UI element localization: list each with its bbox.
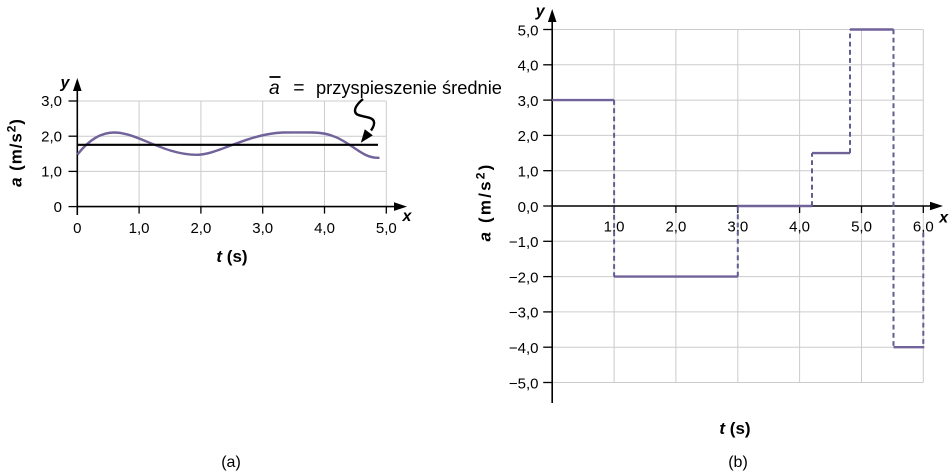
svg-text:−2,0: −2,0	[509, 269, 539, 286]
svg-text:4,0: 4,0	[314, 220, 335, 237]
svg-text:6,0: 6,0	[913, 218, 934, 235]
svg-text:(b): (b)	[728, 454, 748, 471]
svg-text:1,0: 1,0	[518, 164, 539, 181]
svg-text:t (s): t (s)	[216, 247, 247, 266]
svg-text:−3,0: −3,0	[509, 305, 539, 322]
svg-text:−5,0: −5,0	[509, 375, 539, 392]
svg-text:2,0: 2,0	[41, 128, 62, 145]
svg-text:0,0: 0,0	[518, 199, 539, 216]
svg-text:(a): (a)	[221, 454, 241, 471]
svg-text:y: y	[60, 75, 71, 92]
svg-text:1,0: 1,0	[41, 164, 62, 181]
svg-text:a=przyspieszenie średnie: a = przyspieszenie średnie	[269, 77, 502, 99]
svg-text:−4,0: −4,0	[509, 340, 539, 357]
svg-text:5,0: 5,0	[376, 220, 397, 237]
svg-text:−1,0: −1,0	[509, 234, 539, 251]
svg-text:2,0: 2,0	[190, 220, 211, 237]
svg-text:4,0: 4,0	[789, 218, 810, 235]
svg-text:y: y	[535, 3, 546, 20]
svg-text:5,0: 5,0	[518, 22, 539, 39]
svg-text:x: x	[402, 208, 413, 225]
svg-text:0: 0	[54, 199, 62, 216]
svg-text:a (m/s2): a (m/s2)	[5, 118, 26, 187]
svg-text:2,0: 2,0	[665, 218, 686, 235]
svg-text:4,0: 4,0	[518, 58, 539, 75]
svg-text:t (s): t (s)	[719, 419, 750, 438]
svg-text:x: x	[938, 210, 949, 227]
svg-text:3,0: 3,0	[41, 93, 62, 110]
svg-text:3,0: 3,0	[252, 220, 273, 237]
svg-text:2,0: 2,0	[518, 128, 539, 145]
svg-text:5,0: 5,0	[851, 218, 872, 235]
svg-text:3,0: 3,0	[518, 93, 539, 110]
svg-text:1,0: 1,0	[129, 220, 150, 237]
svg-text:a (m/s2): a (m/s2)	[474, 162, 495, 241]
svg-text:0: 0	[73, 220, 81, 237]
